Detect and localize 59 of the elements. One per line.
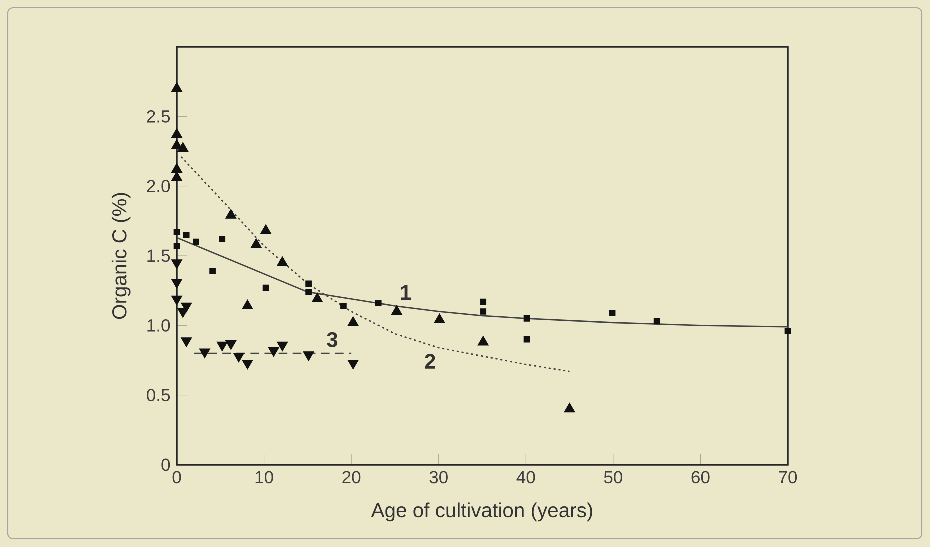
x-tick-label: 60 [692, 471, 710, 484]
y-tick-label: 0.5 [147, 389, 170, 402]
x-tick-label: 40 [516, 471, 536, 484]
point [171, 296, 183, 306]
x-tick-label: 70 [779, 471, 798, 484]
point [277, 342, 288, 352]
y-axis-title: Organic C (%) [112, 193, 131, 320]
y-tick-label: 1.0 [148, 319, 170, 332]
point [340, 302, 347, 310]
point [524, 316, 530, 322]
x-tick-label: 20 [342, 471, 361, 484]
point [181, 338, 192, 348]
point [524, 336, 530, 343]
point [348, 360, 359, 370]
point [784, 328, 792, 334]
point [242, 360, 254, 370]
point [178, 142, 189, 152]
point [306, 280, 312, 288]
point [171, 279, 183, 289]
x-tick-label: 50 [604, 471, 623, 484]
point [174, 243, 180, 250]
point [226, 209, 237, 219]
y-tick-label: 1.5 [148, 250, 170, 262]
point [171, 163, 183, 173]
x-tick-label: 10 [256, 471, 274, 484]
point [171, 172, 183, 182]
point [210, 268, 216, 274]
point [262, 284, 270, 292]
point [277, 256, 288, 266]
y-tick-label: 2.5 [147, 110, 170, 123]
point [216, 342, 228, 352]
point [609, 310, 616, 316]
y-tick-label: 2.0 [147, 180, 170, 193]
point [219, 236, 226, 242]
point [193, 238, 200, 246]
point [480, 298, 487, 306]
point [375, 300, 382, 307]
x-tick-label: 30 [430, 471, 448, 484]
point [174, 229, 180, 236]
point [178, 308, 189, 318]
series-label: 3 [327, 332, 338, 348]
point [183, 232, 190, 238]
series-label: 2 [425, 354, 436, 369]
point [226, 340, 237, 350]
point [654, 318, 660, 325]
point [250, 238, 262, 248]
point [306, 289, 312, 296]
point [171, 128, 183, 138]
point [268, 347, 280, 358]
x-axis-title: Age of cultivation (years) [371, 502, 592, 522]
series-label: 1 [401, 285, 412, 300]
point [480, 308, 487, 315]
point [260, 224, 272, 234]
point [199, 348, 210, 358]
point [171, 82, 183, 92]
x-tick-label: 0 [172, 471, 182, 484]
point [303, 352, 314, 362]
y-tick-label: 0 [162, 458, 170, 472]
point [233, 352, 245, 363]
